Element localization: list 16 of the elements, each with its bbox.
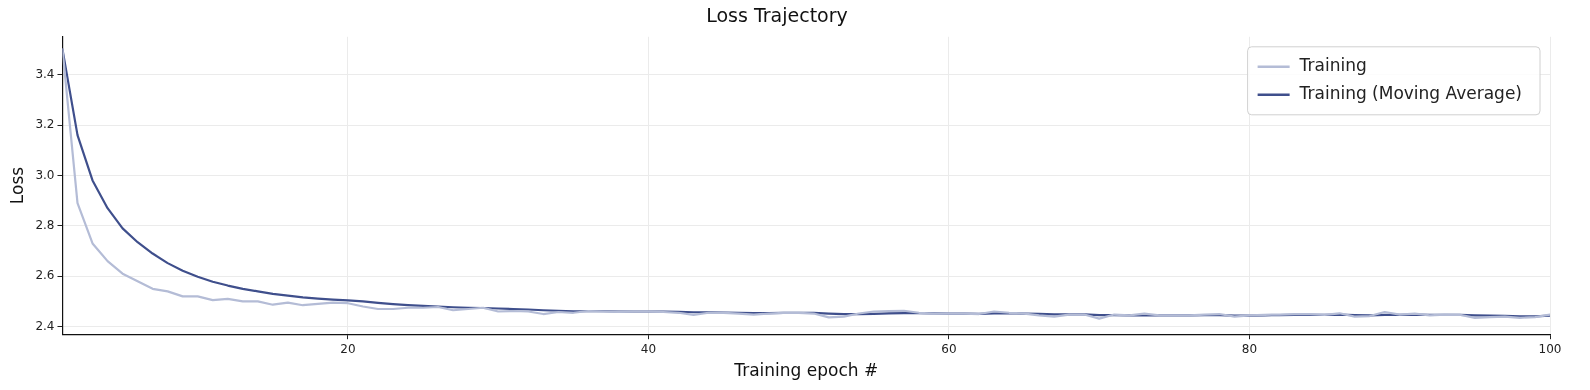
x-tick-label: 80 xyxy=(1241,341,1258,356)
x-tick-label: 20 xyxy=(340,341,356,356)
y-tick-label: 2.6 xyxy=(35,268,55,283)
chart-title: Loss Trajectory xyxy=(706,4,848,27)
legend-label: Training (Moving Average) xyxy=(1298,83,1523,104)
y-axis-title: Loss xyxy=(6,166,27,205)
y-tick-label: 3.2 xyxy=(35,117,55,132)
y-tick-label: 3.0 xyxy=(35,167,55,182)
y-tick-label: 2.4 xyxy=(35,318,55,333)
x-tick-label: 40 xyxy=(640,341,657,356)
x-tick-label: 60 xyxy=(941,341,957,356)
legend-label: Training xyxy=(1298,55,1367,76)
x-axis-title: Training epoch # xyxy=(733,360,879,381)
y-tick-label: 3.4 xyxy=(35,66,55,81)
y-tick-label: 2.8 xyxy=(35,217,55,232)
x-tick-label: 100 xyxy=(1538,341,1562,356)
